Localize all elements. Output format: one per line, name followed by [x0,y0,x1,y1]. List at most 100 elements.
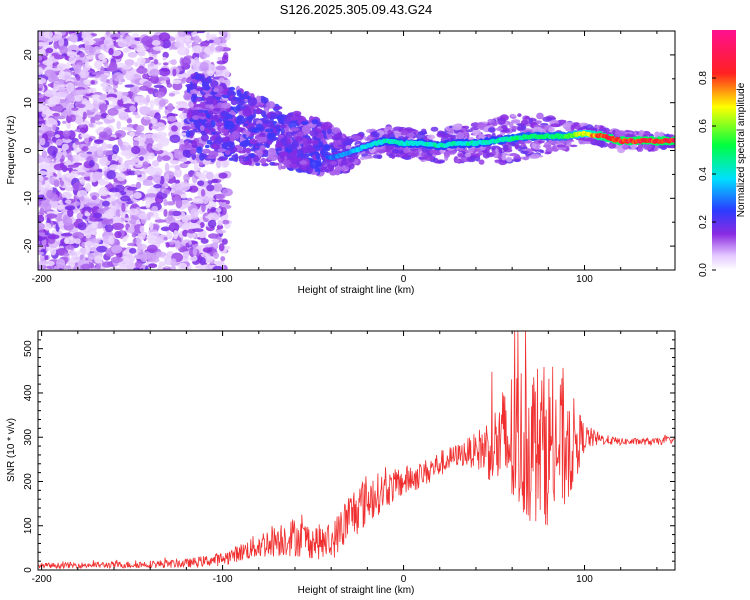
spectrogram-cell [139,133,147,143]
spectrogram-cell [74,238,81,245]
spectrogram-x-ticks: -200 -100 0 100 [32,31,658,285]
colorbar-tick-label: 0.6 [698,119,709,133]
spectrogram-cell [191,139,197,148]
snr-x-ticks: -200 -100 0 100 [32,331,658,585]
spectrogram-cell [110,256,123,264]
spectrogram-cell [212,251,220,260]
spectrogram-cell [514,143,520,150]
spectrogram-cell [162,51,169,59]
spectrogram-cell [502,152,508,156]
spectrogram-cell [79,127,87,134]
spectrogram-cell [60,232,73,237]
spectrogram-cell [487,118,495,124]
spectrogram-cell [364,155,374,159]
spectrogram-cell [242,134,247,138]
spectrogram-cell [44,232,51,236]
x-tick-label: 100 [576,574,593,585]
spectrogram-cell [91,195,97,201]
spectrogram-cell [201,148,211,154]
spectrogram-cell [168,93,176,97]
spectrogram-cell [155,251,167,258]
spectrogram-cell [532,126,543,133]
spectrogram-cell [84,182,92,192]
spectrogram-cell [98,53,106,61]
spectrogram-cell [58,70,65,78]
y-tick-label: 0 [23,147,34,153]
spectrogram-cell [107,107,119,116]
spectrogram-cell [177,31,187,38]
spectrogram-cell [285,125,290,134]
y-tick-label: 500 [23,340,34,357]
spectrogram-cell [99,74,107,83]
spectrogram-cell [266,101,276,109]
spectrogram-cell [59,265,71,270]
spectrogram-cell [267,141,273,145]
spectrogram-cell [228,97,233,102]
spectrogram-cell [117,38,128,48]
spectrogram-cell [184,38,192,43]
spectrogram-cell [250,148,256,152]
spectrogram-cell [173,197,182,201]
spectrogram-cell [137,57,146,65]
spectrogram-cell [207,219,217,228]
spectrogram-cell [192,78,198,85]
spectrogram-cell [80,152,89,158]
spectrogram-cell [572,122,581,130]
spectrogram-cell [191,45,203,54]
spectrogram-cell [80,195,85,202]
spectrogram-cell [94,114,101,121]
spectrogram-heatmap [38,31,675,270]
spectrogram-cell [80,178,86,185]
spectrogram-cell [44,254,49,261]
spectrogram-cell [53,179,60,188]
spectrogram-cell [290,115,299,121]
spectrogram-cell [38,120,45,124]
spectrogram-cell [277,116,285,125]
spectrogram-cell [265,120,274,127]
spectrogram-cell [122,94,128,103]
spectrogram-cell [201,203,206,213]
spectrogram-cell [75,87,86,91]
spectrogram-cell [205,171,214,181]
spectrogram-cell [132,111,139,116]
spectrogram-cell [292,139,299,147]
spectrogram-cell [436,160,445,163]
spectrogram-cell [199,118,208,123]
y-tick-label: 100 [23,517,34,534]
spectrogram-cell [202,53,210,58]
spectrogram-cell [132,238,137,245]
spectrogram-cell [548,126,555,133]
spectrogram-cell [43,31,53,39]
spectrogram-cell [144,116,151,121]
spectrogram-cell [103,61,109,68]
spectrogram-cell [203,77,210,81]
spectrogram-cell [181,193,187,199]
spectrogram-cell [58,37,65,47]
spectrogram-cell [478,123,485,131]
spectrogram-cell [569,144,578,148]
spectrogram-cell [239,93,247,100]
spectrogram-cell [249,153,256,158]
spectrogram-cell [108,187,120,193]
spectrogram-cell [145,199,151,209]
spectrogram-cell [492,121,498,127]
spectrogram-cell [78,247,90,256]
spectrogram-cell [211,239,220,243]
spectrogram-cell [165,173,170,183]
spectrogram-cell [85,232,92,239]
spectrogram-cell [535,155,544,158]
y-tick-label: 0 [23,567,34,573]
spectrogram-cell [126,186,138,191]
spectrogram-cell [219,201,227,208]
spectrogram-cell [171,125,178,132]
spectrogram-cell [224,150,231,156]
spectrogram-cell [200,101,207,110]
spectrogram-cell [116,172,126,182]
spectrogram-cell [82,79,92,85]
spectrogram-cell [105,197,116,202]
spectrogram-cell [168,222,180,233]
spectrogram-cell [47,234,60,240]
